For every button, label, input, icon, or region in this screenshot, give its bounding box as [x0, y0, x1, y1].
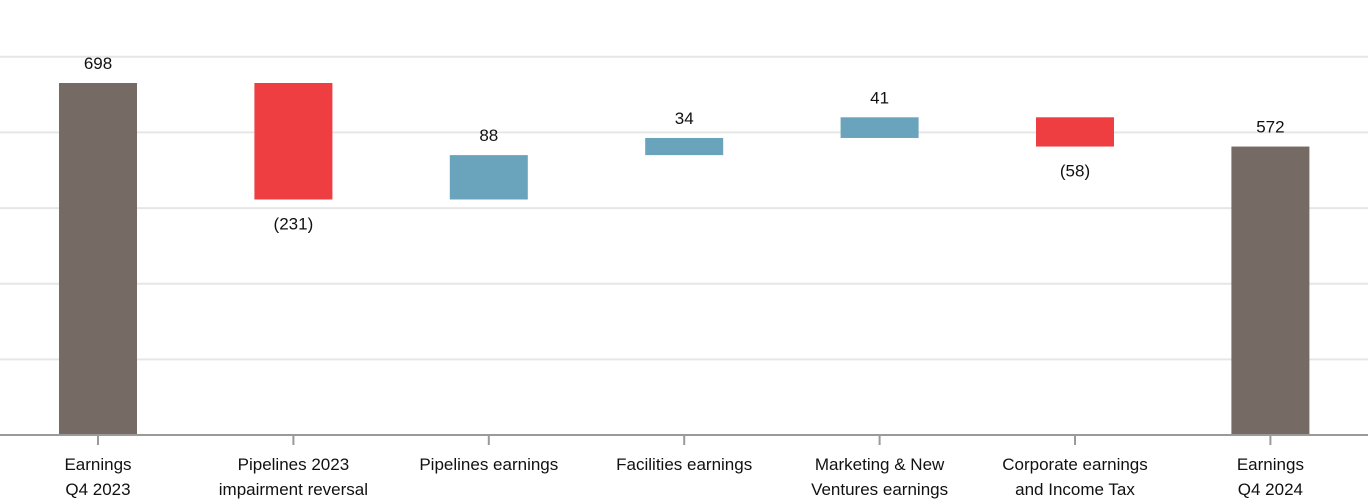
category-label-1: Earnings Q4 2023: [64, 455, 131, 499]
data-label-7: 572: [1256, 118, 1284, 137]
category-label-2: Pipelines 2023 impairment reversal: [219, 455, 368, 499]
data-label-5: 41: [870, 88, 889, 107]
category-labels: Earnings Q4 2023 Pipelines 2023 impairment …: [64, 455, 1304, 499]
data-label-2: (231): [274, 214, 314, 233]
bar-5: [840, 117, 919, 138]
bar-3: [449, 155, 528, 200]
gridlines: [0, 55, 1368, 361]
category-label-6: Corporate earnings and Income Tax: [1002, 455, 1148, 499]
bar-6: [1036, 117, 1114, 147]
bars: [59, 83, 1310, 435]
data-label-4: 34: [675, 109, 694, 128]
category-label-3: Pipelines earnings: [419, 455, 558, 474]
data-label-3: 88: [479, 126, 498, 145]
bar-2: [254, 83, 333, 200]
data-label-1: 698: [84, 54, 112, 73]
category-label-4: Facilities earnings: [616, 455, 752, 474]
bar-7: [1231, 146, 1310, 435]
category-label-7: Earnings Q4 2024: [1237, 455, 1304, 499]
data-label-6: (58): [1060, 162, 1090, 181]
data-labels: 698 (231) 88 34 41 (58) 572: [84, 54, 1285, 233]
bar-1: [59, 83, 137, 435]
x-ticks: [97, 435, 1272, 445]
category-label-5: Marketing & New Ventures earnings: [811, 455, 948, 499]
bar-4: [645, 137, 724, 156]
